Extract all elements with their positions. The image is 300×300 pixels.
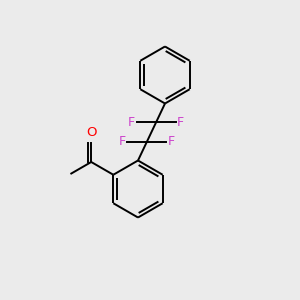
Text: O: O — [86, 126, 97, 139]
Text: F: F — [168, 135, 175, 148]
Text: F: F — [177, 116, 184, 129]
Text: F: F — [119, 135, 126, 148]
Text: F: F — [128, 116, 135, 129]
